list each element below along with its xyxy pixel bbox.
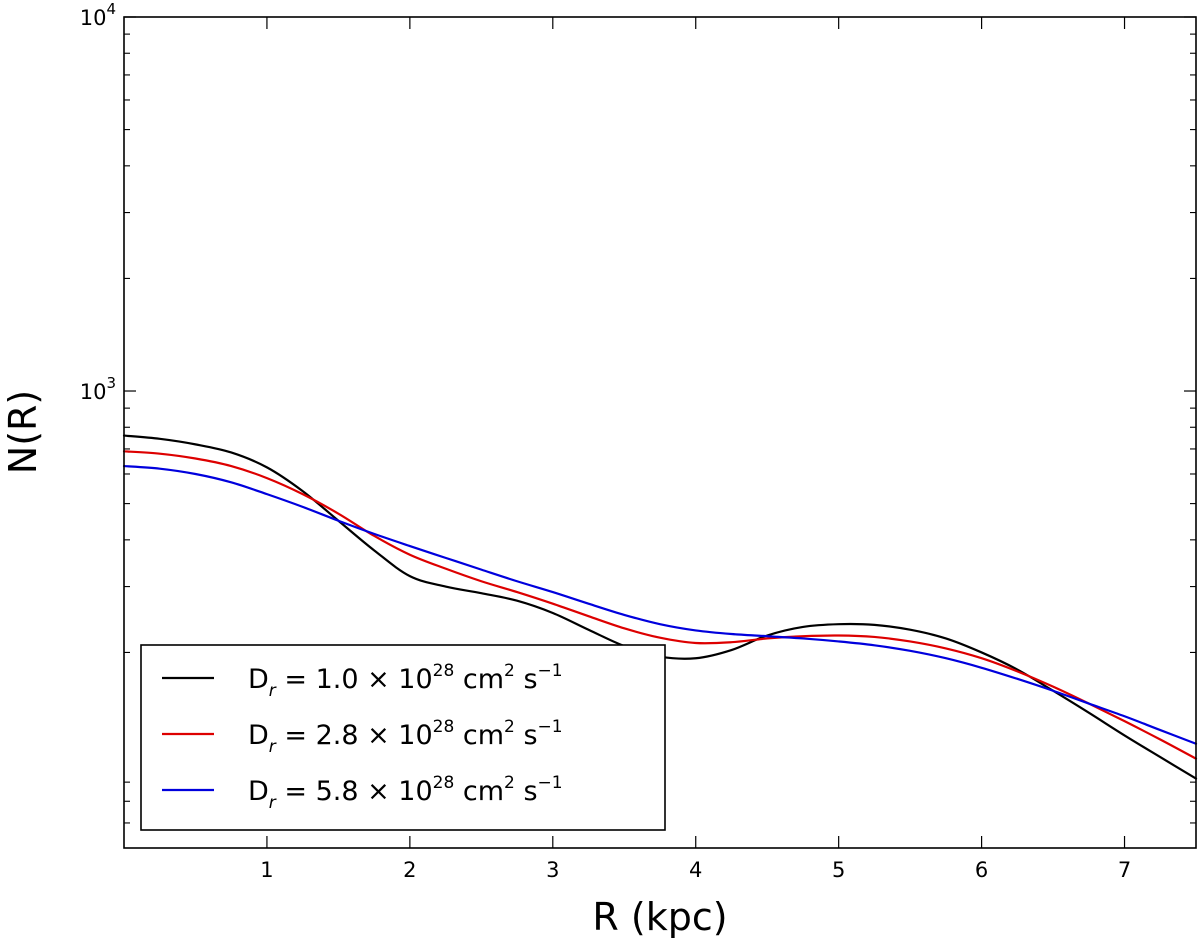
x-tick-label: 6: [975, 858, 988, 882]
y-tick-label: 104: [80, 0, 116, 30]
legend: Dr = 1.0 × 1028 cm2 s−1 Dr = 2.8 × 1028 c…: [140, 644, 666, 831]
x-tick-label: 1: [260, 858, 273, 882]
series-line-2: [122, 450, 1198, 760]
legend-label: Dr = 1.0 × 1028 cm2 s−1: [248, 661, 563, 701]
axis-tick-labels: 1 2 3 4 5 6 7 103 104: [80, 0, 1132, 882]
x-tick-label: 2: [403, 858, 416, 882]
x-axis-title: R (kpc): [592, 895, 727, 939]
x-tick-label: 7: [1118, 858, 1131, 882]
y-tick-label: 103: [80, 374, 116, 404]
y-axis-title: N(R): [1, 390, 45, 474]
x-tick-label: 4: [689, 858, 702, 882]
x-tick-label: 5: [832, 858, 845, 882]
legend-label: Dr = 5.8 × 1028 cm2 s−1: [248, 773, 563, 813]
series-line-3: [122, 464, 1198, 745]
x-tick-label: 3: [546, 858, 559, 882]
legend-label: Dr = 2.8 × 1028 cm2 s−1: [248, 717, 563, 757]
axis-ticks: [124, 16, 1196, 848]
legend-box: [140, 644, 666, 831]
plot-frame: [123, 16, 1197, 849]
